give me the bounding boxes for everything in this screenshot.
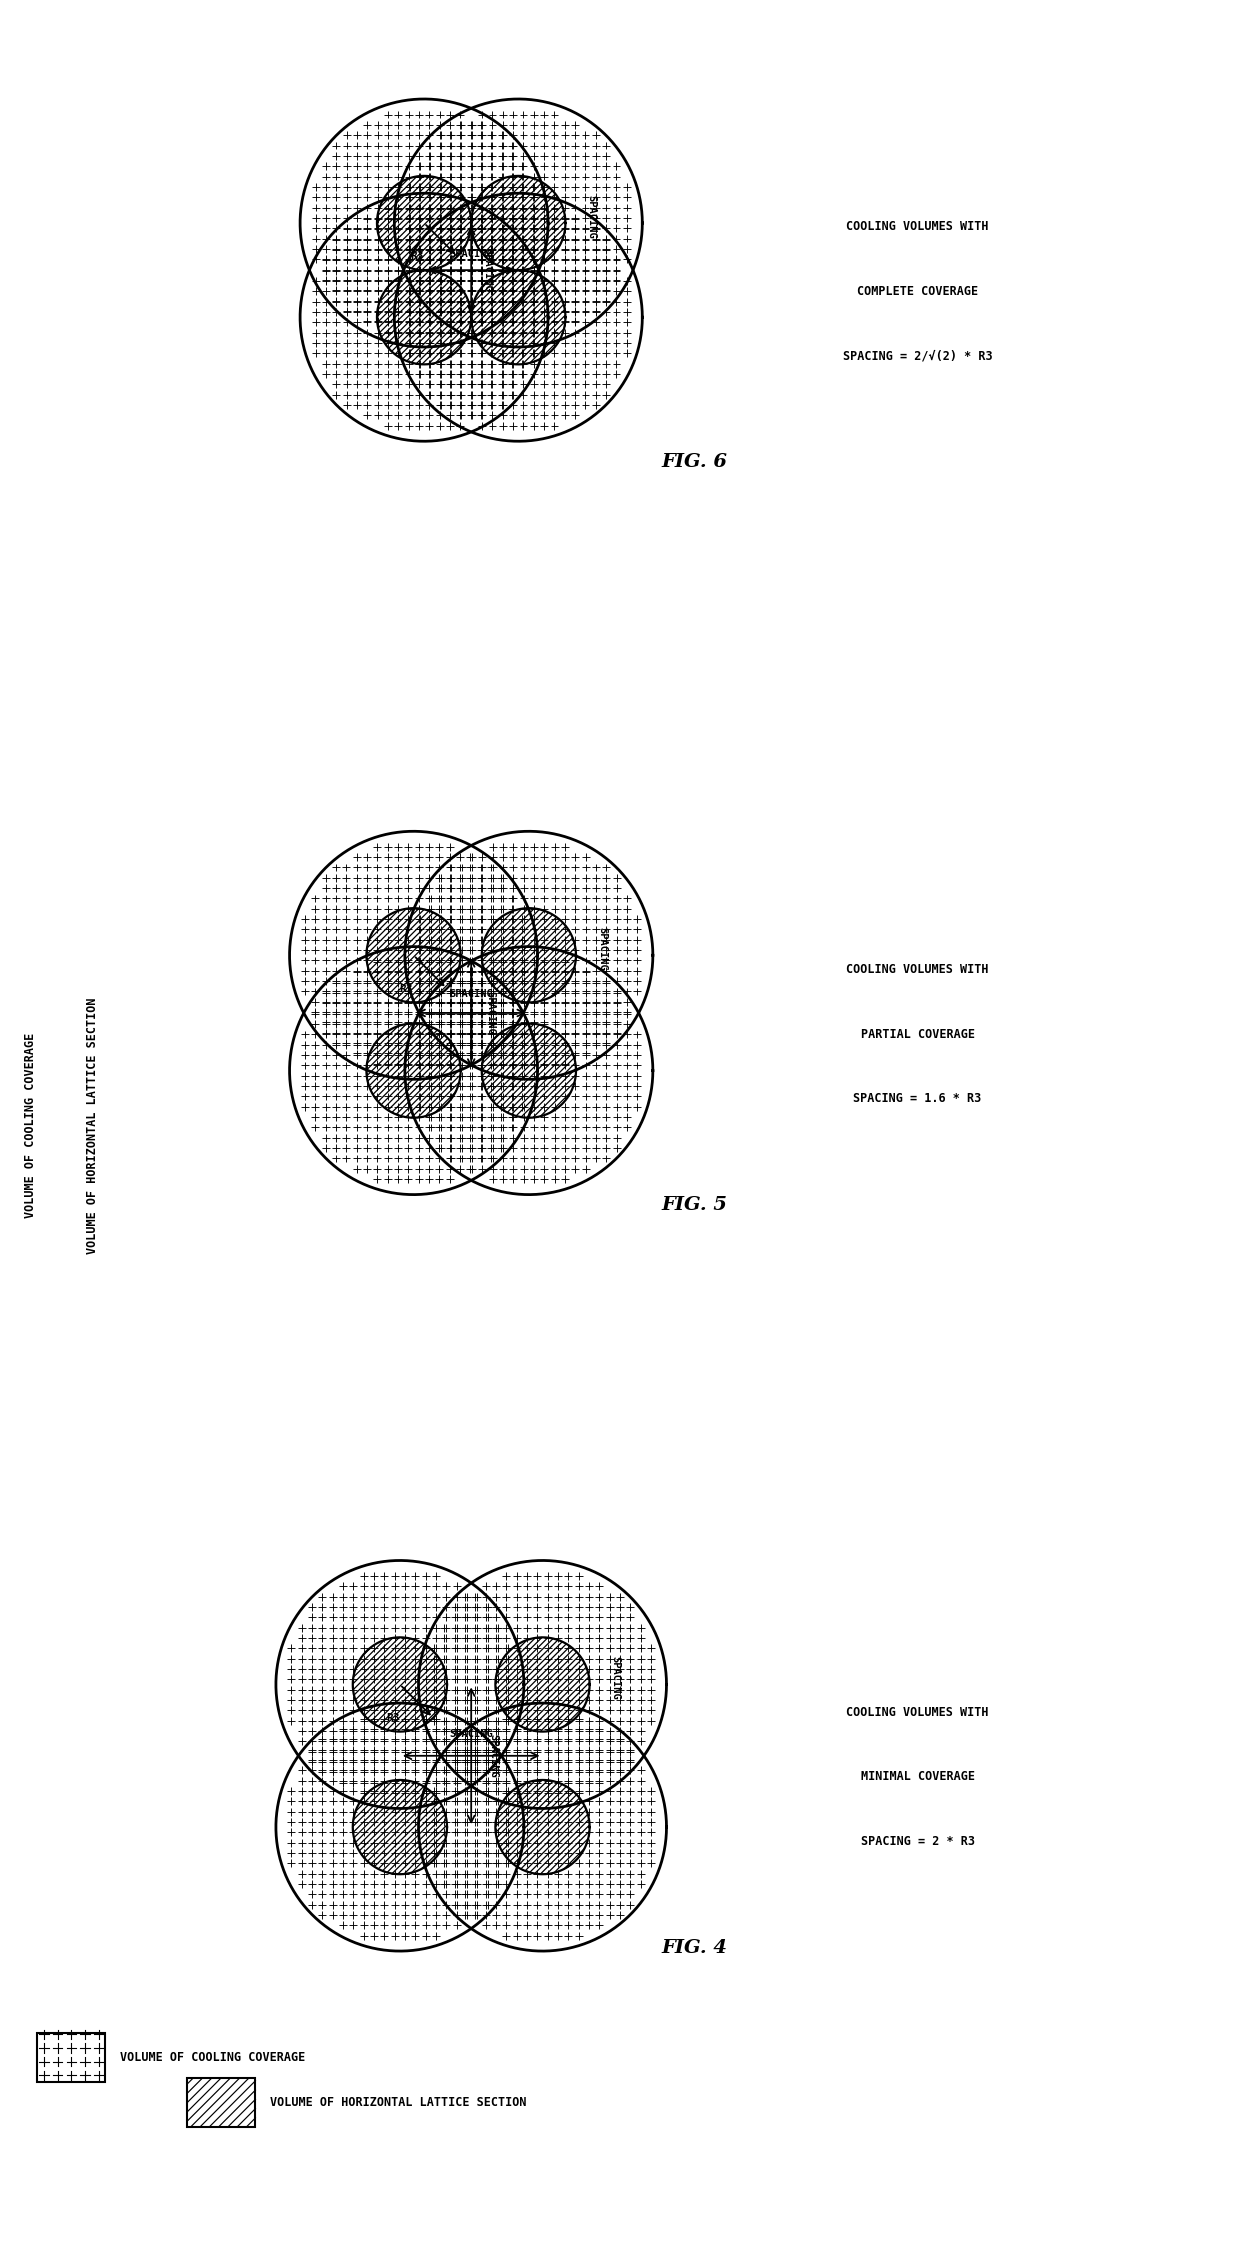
Text: COOLING VOLUMES WITH: COOLING VOLUMES WITH xyxy=(847,1706,988,1720)
Text: SPACING: SPACING xyxy=(449,1729,494,1738)
Text: SPACING = 2/√(2) * R3: SPACING = 2/√(2) * R3 xyxy=(843,349,992,362)
Text: SPACING: SPACING xyxy=(482,248,492,293)
Text: SPACING = 1.6 * R3: SPACING = 1.6 * R3 xyxy=(853,1092,982,1105)
Text: COOLING VOLUMES WITH: COOLING VOLUMES WITH xyxy=(847,221,988,234)
Text: SPACING: SPACING xyxy=(489,1733,498,1778)
Text: SPACING: SPACING xyxy=(587,196,596,239)
Bar xyxy=(187,2078,255,2127)
Text: SPACING: SPACING xyxy=(449,250,494,259)
Text: SPACING: SPACING xyxy=(485,990,495,1035)
Text: FIG. 6: FIG. 6 xyxy=(661,452,728,470)
Bar xyxy=(37,2033,105,2082)
Text: SPACING = 2 * R3: SPACING = 2 * R3 xyxy=(861,1835,975,1848)
Text: PARTIAL COVERAGE: PARTIAL COVERAGE xyxy=(861,1026,975,1040)
Text: R3: R3 xyxy=(386,1713,399,1722)
Text: SPACING: SPACING xyxy=(449,988,494,999)
Text: VOLUME OF COOLING COVERAGE: VOLUME OF COOLING COVERAGE xyxy=(120,2051,305,2064)
Text: MINIMAL COVERAGE: MINIMAL COVERAGE xyxy=(861,1769,975,1783)
Text: VOLUME OF HORIZONTAL LATTICE SECTION: VOLUME OF HORIZONTAL LATTICE SECTION xyxy=(87,997,99,1254)
Text: COOLING VOLUMES WITH: COOLING VOLUMES WITH xyxy=(847,963,988,977)
Text: R3: R3 xyxy=(399,984,413,993)
Text: FIG. 5: FIG. 5 xyxy=(661,1195,728,1213)
Text: R3: R3 xyxy=(410,252,424,261)
Text: SPACING: SPACING xyxy=(611,1657,621,1700)
Text: FIG. 4: FIG. 4 xyxy=(661,1938,728,1956)
Text: COMPLETE COVERAGE: COMPLETE COVERAGE xyxy=(857,284,978,297)
Text: SPACING: SPACING xyxy=(598,927,608,970)
Text: VOLUME OF COOLING COVERAGE: VOLUME OF COOLING COVERAGE xyxy=(25,1033,37,1218)
Text: VOLUME OF HORIZONTAL LATTICE SECTION: VOLUME OF HORIZONTAL LATTICE SECTION xyxy=(270,2096,527,2109)
